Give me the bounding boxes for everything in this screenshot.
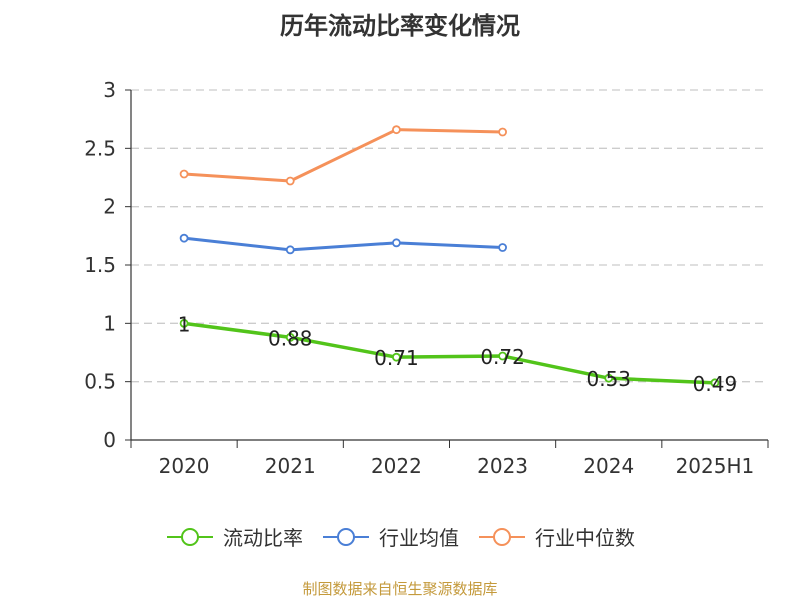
legend-swatch-industry-median bbox=[479, 527, 525, 546]
x-tick-label: 2020 bbox=[159, 454, 210, 478]
data-point-series-1 bbox=[179, 318, 189, 328]
data-label: 0.53 bbox=[586, 367, 631, 391]
legend-item-industry-median[interactable]: 行业中位数 bbox=[477, 522, 635, 551]
data-point-series-3 bbox=[498, 127, 507, 137]
y-tick-label: 1 bbox=[103, 311, 116, 335]
x-tick-label: 2024 bbox=[583, 454, 634, 478]
series-line-2 bbox=[183, 236, 503, 252]
data-point-series-2 bbox=[498, 243, 507, 252]
y-tick-label: 2 bbox=[103, 195, 116, 219]
y-tick-label: 1.5 bbox=[84, 253, 116, 277]
y-tick-label: 0.5 bbox=[84, 370, 116, 394]
series-line-3 bbox=[183, 128, 503, 183]
legend-label-industry-mean: 行业均值 bbox=[379, 526, 459, 550]
data-point-series-1 bbox=[392, 352, 401, 362]
x-tick-label: 2023 bbox=[477, 454, 528, 478]
data-label: 1 bbox=[178, 312, 191, 336]
data-point-series-2 bbox=[285, 245, 295, 255]
data-label: 0.71 bbox=[374, 346, 419, 370]
legend-label-current-ratio: 流动比率 bbox=[223, 526, 303, 550]
chart-title: 历年流动比率变化情况 bbox=[280, 12, 520, 40]
data-point-series-1 bbox=[604, 373, 614, 383]
y-tick-label: 3 bbox=[103, 78, 116, 102]
legend-label-industry-median: 行业中位数 bbox=[535, 526, 635, 550]
data-point-series-3 bbox=[392, 125, 401, 135]
x-tick-label: 2025H1 bbox=[676, 454, 755, 478]
y-tick-label: 0 bbox=[103, 428, 116, 452]
y-tick-label: 2.5 bbox=[84, 136, 116, 160]
source-footer: 制图数据来自恒生聚源数据库 bbox=[302, 580, 498, 598]
x-tick-label: 2021 bbox=[265, 454, 316, 478]
data-point-series-1 bbox=[498, 351, 507, 361]
data-label: 0.49 bbox=[693, 372, 738, 396]
data-point-series-3 bbox=[179, 169, 189, 179]
legend-item-current-ratio[interactable]: 流动比率 bbox=[165, 522, 303, 551]
data-label: 0.72 bbox=[480, 345, 525, 369]
data-point-series-3 bbox=[285, 176, 295, 186]
data-point-series-1 bbox=[710, 378, 720, 388]
legend-item-industry-mean[interactable]: 行业均值 bbox=[321, 522, 459, 551]
data-point-series-2 bbox=[179, 233, 189, 243]
series-line-1 bbox=[183, 321, 715, 385]
data-point-series-1 bbox=[285, 332, 295, 342]
legend-swatch-industry-mean bbox=[323, 527, 369, 546]
legend: 流动比率 行业均值 行业中位数 bbox=[0, 522, 800, 551]
data-label: 0.88 bbox=[268, 326, 313, 350]
legend-swatch-current-ratio bbox=[167, 527, 213, 546]
data-point-series-2 bbox=[392, 238, 401, 248]
x-tick-label: 2022 bbox=[371, 454, 422, 478]
